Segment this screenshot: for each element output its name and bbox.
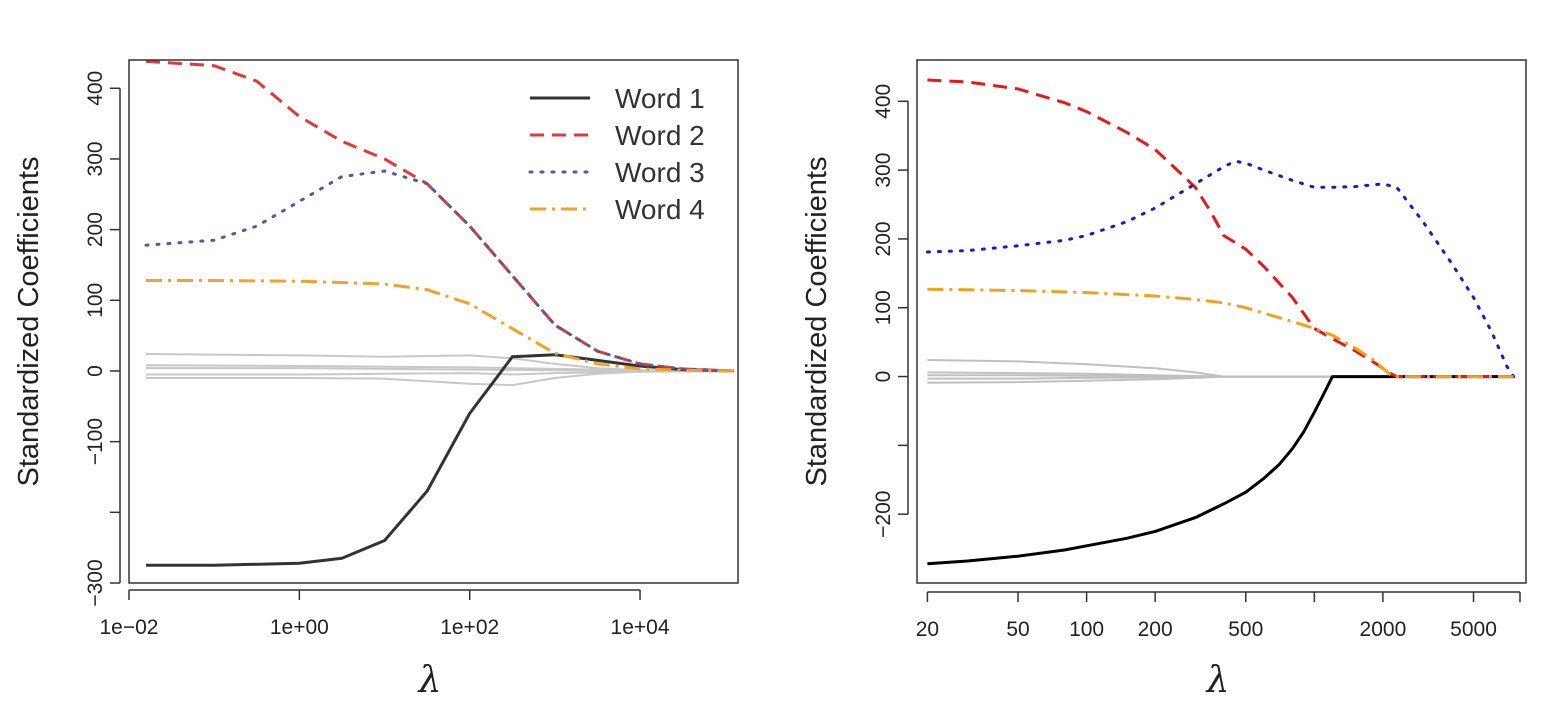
y-tick-label: 0: [872, 371, 895, 383]
y-tick-label: 200: [872, 221, 895, 256]
y-tick-label: −100: [84, 418, 107, 465]
x-axis-label: λ: [417, 660, 442, 701]
y-tick-label: 200: [84, 212, 107, 247]
x-tick-label: 1e+02: [440, 616, 499, 639]
y-tick-label: 300: [84, 141, 107, 176]
y-axis-label: Standardized Coefficients: [801, 157, 833, 487]
series-line-word-4: [927, 287, 1514, 379]
series-line-other-5: [927, 375, 1514, 384]
series-line-word-3: [144, 169, 736, 373]
x-tick-label: 1e+04: [611, 616, 670, 639]
x-tick-label: 500: [1228, 618, 1263, 641]
x-axis-label: λ: [1205, 660, 1230, 701]
y-tick-label: 400: [84, 71, 107, 106]
legend: Word 1 Word 2 Word 3 Word 4: [528, 83, 705, 225]
x-tick-label: 1e−02: [100, 616, 159, 639]
legend-label-word-2: Word 2: [615, 120, 705, 151]
series-group: [925, 78, 1516, 566]
x-tick-label: 20: [916, 618, 939, 641]
x-tick-label: 100: [1069, 618, 1104, 641]
x-tick-label: 200: [1138, 618, 1173, 641]
x-tick-label: 5000: [1450, 618, 1497, 641]
series-line-word-2: [927, 78, 1514, 379]
left-panel: 1e−02 1e+00 1e+02 1e+04 −300 −100 0 100 200 300 40…: [13, 59, 739, 701]
x-tick-label: 50: [1006, 618, 1029, 641]
y-tick-label: −300: [84, 559, 107, 606]
series-line-word-3: [925, 159, 1516, 379]
y-tick-label: 300: [872, 153, 895, 188]
y-tick-label: 100: [84, 283, 107, 318]
plot-frame: [916, 59, 1527, 584]
x-tick-label: 1e+00: [270, 616, 329, 639]
legend-label-word-4: Word 4: [615, 194, 705, 225]
legend-label-word-3: Word 3: [615, 157, 705, 188]
series-line-other-1: [927, 359, 1514, 378]
y-tick-label: 100: [872, 290, 895, 325]
right-panel: 20 50 100 200 500 2000 5000 −200 0 100 200 300 400 St…: [801, 59, 1527, 701]
legend-label-word-1: Word 1: [615, 83, 705, 114]
series-line-word-1: [927, 375, 1514, 566]
series-group: [144, 60, 736, 567]
y-tick-label: 400: [872, 84, 895, 119]
y-tick-label: 0: [84, 365, 107, 377]
y-axis-label: Standardized Coefficients: [13, 157, 45, 487]
series-line-word-4: [146, 279, 734, 373]
series-line-other-5: [146, 370, 734, 387]
series-line-word-1: [146, 353, 734, 567]
plot-frame: [128, 59, 739, 584]
x-tick-label: 2000: [1360, 618, 1407, 641]
y-tick-label: −200: [872, 491, 895, 538]
